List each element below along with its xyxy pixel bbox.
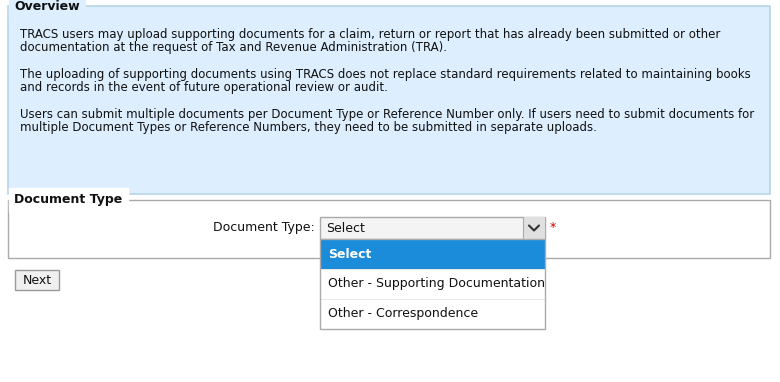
FancyBboxPatch shape [320, 239, 545, 269]
FancyBboxPatch shape [523, 217, 545, 239]
Text: Document Type: Document Type [14, 194, 122, 207]
Text: and records in the event of future operational review or audit.: and records in the event of future opera… [20, 81, 388, 94]
FancyBboxPatch shape [15, 270, 59, 290]
Text: multiple Document Types or Reference Numbers, they need to be submitted in separ: multiple Document Types or Reference Num… [20, 121, 597, 134]
FancyBboxPatch shape [320, 299, 545, 329]
FancyBboxPatch shape [8, 6, 770, 194]
FancyBboxPatch shape [320, 217, 545, 239]
Text: Next: Next [23, 274, 51, 286]
Text: *: * [550, 222, 556, 235]
Text: Users can submit multiple documents per Document Type or Reference Number only. : Users can submit multiple documents per … [20, 108, 754, 121]
FancyBboxPatch shape [320, 269, 545, 299]
Text: Select: Select [326, 222, 365, 235]
Text: Select: Select [328, 248, 371, 261]
Text: The uploading of supporting documents using TRACS does not replace standard requ: The uploading of supporting documents us… [20, 68, 750, 81]
Text: Document Type:: Document Type: [213, 222, 315, 235]
FancyBboxPatch shape [8, 200, 770, 258]
Text: TRACS users may upload supporting documents for a claim, return or report that h: TRACS users may upload supporting docume… [20, 28, 721, 41]
Text: Other - Correspondence: Other - Correspondence [328, 308, 478, 320]
Text: documentation at the request of Tax and Revenue Administration (TRA).: documentation at the request of Tax and … [20, 41, 447, 54]
Text: Other - Supporting Documentation: Other - Supporting Documentation [328, 277, 545, 290]
Text: Overview: Overview [14, 0, 80, 13]
